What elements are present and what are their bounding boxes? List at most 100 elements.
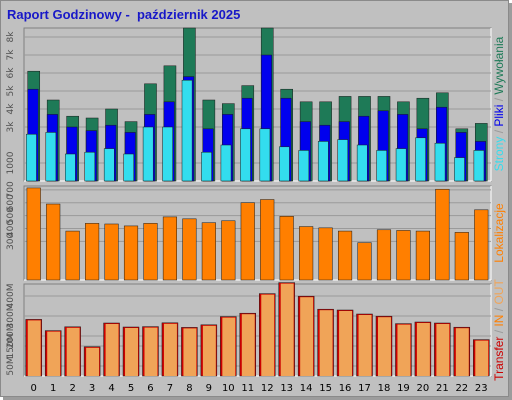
bar-lokalizacje (279, 216, 294, 281)
series-side-label-part: / (492, 305, 506, 315)
y-tick-label: 300 (6, 233, 16, 250)
bar-lokalizacje (182, 218, 197, 281)
bar-lokalizacje (221, 220, 236, 281)
bar-transfer-inner (455, 328, 469, 376)
bar-transfer-inner (339, 311, 353, 376)
bar-lokalizacje (474, 209, 489, 281)
x-tick-label: 21 (436, 383, 449, 394)
y-tick-label: 4k (6, 103, 16, 115)
bar-lokalizacje (376, 229, 392, 281)
x-tick-label: 11 (241, 383, 254, 394)
x-tick-label: 15 (319, 383, 332, 394)
bar-transfer-inner (397, 324, 411, 376)
y-tick-label: 600 (6, 194, 16, 211)
y-tick-label: 3k (6, 121, 16, 133)
series-side-label-part: / (492, 95, 506, 105)
y-tick-label: 5k (6, 85, 16, 97)
bar-lokalizacje (85, 223, 100, 281)
bar-lokalizacje (396, 230, 411, 281)
frame-shadow-right (509, 3, 512, 400)
y-tick-label: 50M (6, 356, 16, 375)
bar-wywolania (220, 144, 232, 182)
x-tick-label: 16 (339, 383, 352, 394)
y-tick-label: 150M (6, 334, 16, 359)
y-tick-label: 1000 (6, 151, 16, 174)
x-tick-label: 10 (222, 383, 235, 394)
bar-lokalizacje (435, 188, 450, 281)
bar-lokalizacje (123, 225, 139, 281)
bar-wywolania (337, 139, 349, 182)
bar-wywolania (84, 151, 96, 182)
bar-wywolania (473, 150, 485, 182)
y-tick-label: 400 (6, 220, 16, 237)
bar-transfer-inner (183, 328, 197, 376)
top-panel: 1000 3k 4k 5k 6k 7k 8k Strony / Pliki / Wywołan… (6, 27, 506, 182)
bar-transfer-inner (47, 331, 61, 376)
series-side-label-part: / (492, 327, 506, 337)
x-tick-label: 1 (50, 383, 56, 394)
bar-lokalizacje (299, 226, 314, 281)
series-side-label: Lokalizacje (492, 203, 506, 263)
bar-lokalizacje (454, 232, 469, 281)
bar-lokalizacje (318, 227, 333, 281)
bar-wywolania (65, 153, 76, 182)
bar-wywolania (395, 148, 407, 182)
bar-lokalizacje (46, 203, 61, 281)
bar-transfer-inner (105, 324, 119, 376)
bar-wywolania (142, 126, 154, 182)
x-tick-label: 7 (167, 383, 173, 394)
bar-lokalizacje (260, 199, 275, 281)
chart-title: Raport Godzinowy - październik 2025 (7, 7, 241, 22)
bar-transfer-inner (27, 320, 41, 376)
bar-wywolania (317, 141, 329, 182)
bar-wywolania (240, 128, 251, 182)
bar-lokalizacje (415, 230, 430, 281)
x-tick-label: 18 (378, 383, 391, 394)
bar-lokalizacje (65, 230, 80, 281)
bar-lokalizacje (357, 242, 372, 281)
bar-lokalizacje (338, 230, 353, 281)
series-side-label-part: Strony (492, 137, 506, 172)
bar-transfer-inner (436, 324, 450, 376)
bar-wywolania (26, 133, 37, 182)
x-tick-label: 23 (475, 383, 488, 394)
bar-wywolania (103, 148, 115, 182)
y-tick-label: 8k (6, 31, 16, 43)
bar-transfer-inner (163, 323, 177, 376)
x-tick-label: 5 (128, 383, 134, 394)
bar-transfer-inner (378, 317, 391, 376)
bar-transfer-inner (358, 315, 372, 376)
bar-lokalizacje (201, 222, 216, 281)
bar-wywolania (45, 132, 57, 182)
bar-wywolania (259, 128, 271, 182)
x-tick-label: 8 (186, 383, 192, 394)
bar-transfer-inner (202, 325, 216, 376)
y-tick-label: 700 (6, 181, 16, 198)
bar-wywolania (376, 150, 387, 182)
y-tick-label: 400M (6, 284, 16, 309)
bar-transfer-inner (300, 297, 314, 376)
y-tick-label: 6k (6, 67, 16, 79)
frame-shadow-bottom (3, 397, 512, 400)
x-tick-label: 6 (147, 383, 153, 394)
series-side-label-part: Transfer (492, 337, 506, 381)
y-tick-label: 200M (6, 324, 16, 349)
x-tick-label: 4 (108, 383, 114, 394)
y-tick-label: 300M (6, 304, 16, 329)
plot-area (23, 283, 492, 377)
x-tick-label: 12 (261, 383, 274, 394)
bar-transfer-inner (86, 347, 100, 376)
bar-lokalizacje (26, 187, 41, 281)
bar-transfer-inner (144, 327, 158, 376)
x-tick-label: 14 (300, 383, 313, 394)
x-tick-label: 22 (455, 383, 468, 394)
series-side-label-part: IN (492, 315, 506, 327)
y-tick-label: 7k (6, 49, 16, 61)
bar-wywolania (181, 79, 193, 182)
series-side-label-part: Lokalizacje (492, 203, 506, 263)
bar-transfer-inner (125, 328, 138, 376)
y-tick-label: 500 (6, 207, 16, 224)
bar-lokalizacje (162, 216, 177, 281)
x-tick-label: 0 (31, 383, 37, 394)
